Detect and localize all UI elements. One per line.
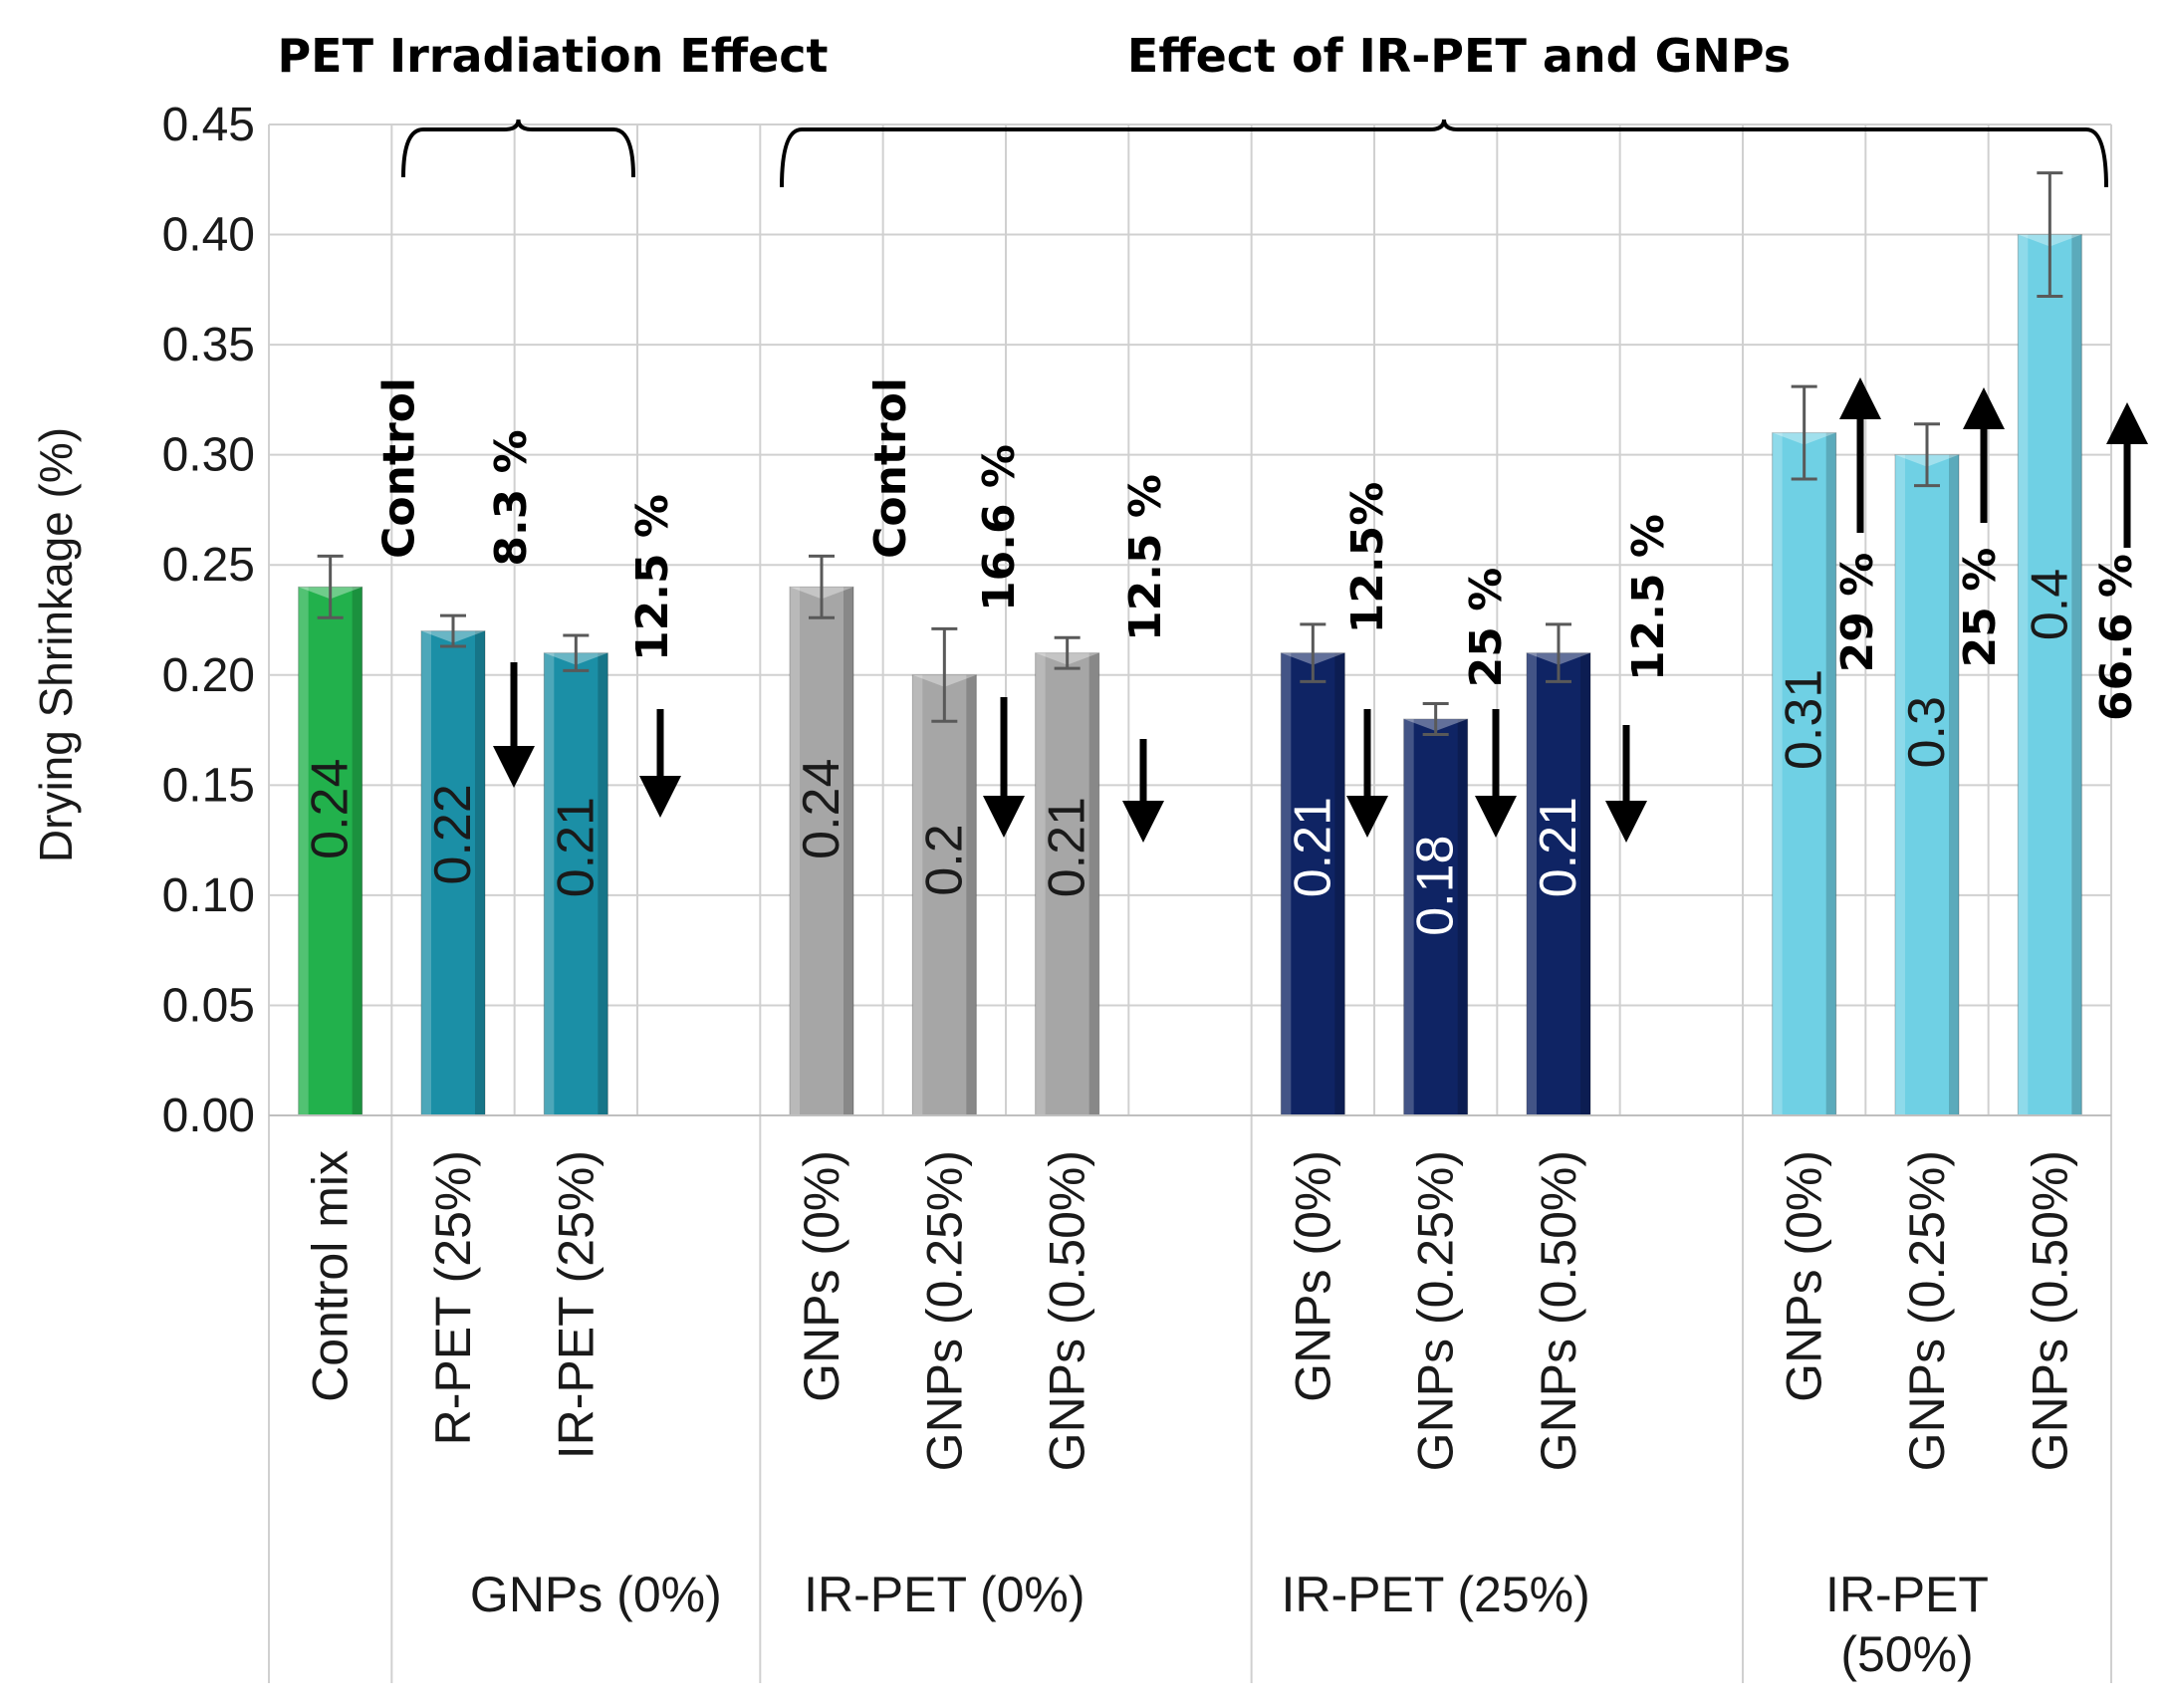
x-tick-label: IR-PET (25%) xyxy=(548,1150,603,1459)
change-label: 25 % xyxy=(1461,568,1512,688)
bar-value-label: 0.21 xyxy=(547,797,604,897)
bar-highlight xyxy=(790,587,800,1115)
y-tick-label: 0.40 xyxy=(162,209,255,262)
brace-ir-pet-gnps xyxy=(780,119,2108,188)
y-tick-label: 0.30 xyxy=(162,429,255,482)
change-label: 66.6 % xyxy=(2091,554,2142,721)
bar xyxy=(1403,718,1469,1116)
change-label: 25 % xyxy=(1955,548,2006,668)
bar-shade xyxy=(1825,432,1836,1115)
bar-value-label: 0.24 xyxy=(302,759,360,859)
bar-shade xyxy=(352,587,362,1115)
bar xyxy=(1526,652,1591,1116)
control-label: Control xyxy=(374,377,425,559)
y-tick-label: 0.10 xyxy=(162,869,255,922)
x-tick-label: GNPs (0.25%) xyxy=(916,1150,972,1471)
bar-highlight xyxy=(298,587,309,1115)
y-tick-label: 0.20 xyxy=(162,649,255,702)
bar-shade xyxy=(1457,719,1468,1115)
y-tick-label: 0.35 xyxy=(162,319,255,371)
x-tick-label: GNPs (0%) xyxy=(1285,1150,1340,1402)
bar-highlight xyxy=(421,630,431,1115)
x-tick-label: GNPs (0.25%) xyxy=(1899,1150,1955,1471)
bar-highlight xyxy=(1527,652,1537,1115)
x-tick-label: GNPs (0%) xyxy=(1777,1150,1832,1402)
brace-title: Effect of IR-PET and GNPs xyxy=(1127,29,1791,83)
y-tick-label: 0.45 xyxy=(162,99,255,151)
change-label: 8.3 % xyxy=(486,429,537,566)
y-tick-label: 0.00 xyxy=(162,1090,255,1142)
bar-value-label: 0.24 xyxy=(793,759,850,859)
bar-shade xyxy=(598,652,608,1115)
bar xyxy=(1894,454,1960,1116)
change-label: 12.5 % xyxy=(627,494,678,661)
bar-value-label: 0.22 xyxy=(424,784,482,884)
bar-highlight xyxy=(1281,652,1292,1115)
brace-title: PET Irradiation Effect xyxy=(277,29,828,83)
annotations: PET Irradiation Effect Effect of IR-PET a… xyxy=(277,29,2148,843)
change-label: 12.5 % xyxy=(1120,474,1171,641)
gridlines xyxy=(268,123,2112,1683)
change-label: 12.5% xyxy=(1342,482,1393,634)
brace-pet-irradiation xyxy=(401,119,635,178)
bar xyxy=(789,586,854,1116)
x-tick-label: Control mix xyxy=(303,1150,359,1402)
bar-value-label: 0.18 xyxy=(1407,836,1465,936)
x-tick-label: GNPs (0.50%) xyxy=(2022,1150,2077,1471)
bar xyxy=(543,652,608,1116)
bar-shade xyxy=(1580,652,1590,1115)
bar-shade xyxy=(966,674,977,1115)
group-label: IR-PET (0%) xyxy=(804,1567,1084,1622)
y-tick-label: 0.05 xyxy=(162,979,255,1032)
bars: 0.24 0.22 0.21 0.24 0.2 0.21 0.21 0.18 0.21 0.31 0… xyxy=(298,171,2082,1116)
control-label: Control xyxy=(865,377,916,559)
bar-highlight xyxy=(1403,719,1414,1115)
bar-shade xyxy=(1334,652,1345,1115)
change-label: 12.5 % xyxy=(1623,514,1674,681)
group-label: IR-PET (50%) xyxy=(1825,1567,1989,1682)
bar-value-label: 0.31 xyxy=(1776,669,1833,770)
bar-highlight xyxy=(1035,652,1046,1115)
bar-shade xyxy=(475,630,485,1115)
y-tick-label: 0.15 xyxy=(162,759,255,812)
bar xyxy=(1280,652,1345,1116)
group-label: GNPs (0%) xyxy=(470,1567,722,1622)
y-axis-title: Drying Shrinkage (%) xyxy=(30,427,82,862)
change-label: 16.6 % xyxy=(974,444,1025,611)
bar-highlight xyxy=(1895,454,1905,1116)
x-tick-label: GNPs (0.25%) xyxy=(1408,1150,1464,1471)
bar-shade xyxy=(2071,234,2082,1116)
x-tick-label: R-PET (25%) xyxy=(425,1150,481,1445)
axes: 0.00 0.05 0.10 0.15 0.20 0.25 0.30 0.35 0.40 0.45… xyxy=(30,99,2111,1682)
change-label: 29 % xyxy=(1832,553,1883,673)
bar-value-label: 0.21 xyxy=(1039,797,1096,897)
group-label-line: (50%) xyxy=(1840,1626,1973,1682)
bar-highlight xyxy=(2018,234,2029,1116)
x-tick-label: GNPs (0%) xyxy=(794,1150,849,1402)
bar xyxy=(298,586,363,1116)
bar-value-label: 0.4 xyxy=(2021,569,2078,640)
bar-value-label: 0.21 xyxy=(1284,797,1341,897)
bar-highlight xyxy=(912,674,923,1115)
bar-highlight xyxy=(1772,432,1783,1115)
bar-shade xyxy=(1088,652,1099,1115)
bar-value-label: 0.21 xyxy=(1530,797,1587,897)
bar xyxy=(1772,432,1837,1116)
group-label: IR-PET (25%) xyxy=(1282,1567,1590,1622)
x-tick-label: GNPs (0.50%) xyxy=(1040,1150,1095,1471)
bar-value-label: 0.3 xyxy=(1898,696,1956,768)
bar xyxy=(1035,652,1100,1116)
group-label-line: IR-PET xyxy=(1825,1567,1989,1622)
y-tick-label: 0.25 xyxy=(162,539,255,592)
bar-shade xyxy=(843,587,853,1115)
bar-value-label: 0.2 xyxy=(915,824,973,895)
bar-highlight xyxy=(544,652,555,1115)
bar xyxy=(911,674,977,1116)
x-tick-label: GNPs (0.50%) xyxy=(1531,1150,1586,1471)
bar-shade xyxy=(1949,454,1959,1116)
